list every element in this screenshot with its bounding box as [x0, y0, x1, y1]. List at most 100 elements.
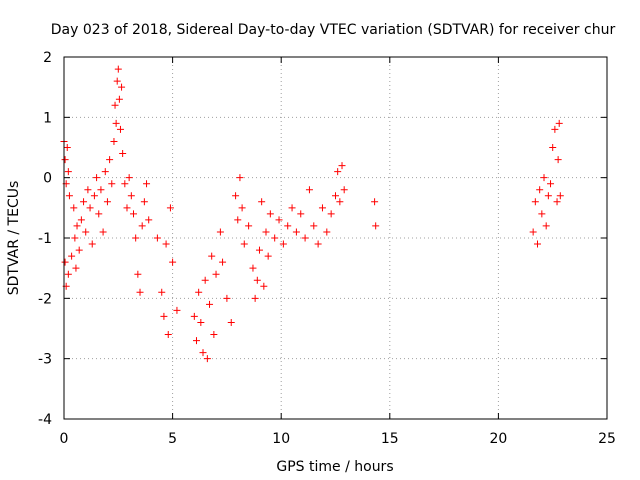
data-point: [110, 137, 118, 145]
data-point: [201, 276, 209, 284]
data-point: [203, 355, 211, 363]
data-point: [64, 168, 72, 176]
data-point: [61, 156, 69, 164]
data-point: [332, 192, 339, 200]
data-point: [63, 144, 71, 151]
data-point: [99, 228, 107, 236]
y-tick-label: -1: [38, 231, 52, 247]
data-point: [536, 186, 544, 194]
data-point: [127, 192, 135, 200]
data-point: [118, 83, 126, 91]
data-point: [318, 204, 326, 212]
data-point: [101, 168, 109, 176]
data-point: [544, 192, 552, 200]
data-point: [227, 318, 235, 326]
y-tick-label: -3: [38, 352, 52, 368]
data-point: [340, 186, 348, 194]
data-point: [121, 180, 129, 188]
data-point: [140, 198, 148, 206]
data-point: [262, 228, 270, 236]
data-point: [86, 204, 94, 212]
data-point: [82, 228, 90, 236]
data-point: [301, 234, 309, 242]
data-point: [258, 198, 266, 206]
data-point: [245, 222, 253, 230]
data-point: [123, 204, 131, 212]
y-tick-label: 2: [43, 50, 52, 66]
data-point: [192, 337, 200, 345]
grid-lines: [64, 57, 607, 419]
data-point: [310, 222, 318, 230]
x-tick-label: 20: [489, 431, 507, 447]
data-point: [160, 312, 168, 320]
data-point: [251, 294, 259, 302]
data-point: [323, 228, 331, 236]
data-point: [153, 234, 161, 242]
data-point: [275, 216, 283, 224]
data-point: [64, 270, 72, 278]
data-point: [531, 198, 539, 206]
data-point: [206, 300, 214, 308]
data-point: [549, 144, 557, 151]
data-point: [216, 228, 224, 236]
x-tick-label: 10: [272, 431, 290, 447]
x-axis-ticks: 0 5 10 15 20 25: [60, 57, 616, 447]
y-tick-label: 0: [43, 171, 52, 187]
data-point: [130, 210, 138, 218]
data-point: [75, 246, 83, 254]
data-point: [292, 228, 300, 236]
data-point: [249, 264, 257, 272]
data-point: [255, 246, 263, 254]
data-point: [164, 331, 172, 339]
data-point: [284, 222, 292, 230]
y-tick-label: -2: [38, 291, 52, 307]
data-point: [336, 198, 344, 206]
data-point: [108, 180, 116, 188]
data-point: [169, 258, 177, 266]
data-point: [195, 288, 203, 296]
data-point: [103, 198, 111, 206]
data-point: [533, 240, 541, 248]
data-point: [238, 204, 246, 212]
data-point: [134, 270, 142, 278]
data-point: [334, 168, 342, 176]
data-point: [236, 174, 244, 182]
y-tick-label: 1: [43, 110, 52, 126]
y-axis-label: SDTVAR / TECUs: [6, 181, 22, 296]
data-point: [190, 312, 198, 320]
data-point: [314, 240, 322, 248]
data-point: [158, 288, 166, 296]
data-point: [253, 276, 261, 284]
data-point: [80, 198, 88, 206]
data-point: [73, 222, 81, 230]
data-point: [327, 210, 335, 218]
x-tick-label: 5: [168, 431, 177, 447]
data-point: [305, 186, 313, 194]
data-point: [542, 222, 550, 230]
data-point: [288, 204, 296, 212]
data-point: [138, 222, 146, 230]
data-point: [166, 204, 174, 212]
data-point: [84, 186, 92, 194]
data-point: [554, 156, 562, 164]
data-point: [266, 210, 274, 218]
data-point: [125, 174, 133, 182]
data-point: [114, 65, 122, 73]
x-tick-label: 15: [381, 431, 399, 447]
data-point: [97, 186, 105, 194]
y-axis-ticks: -4 -3 -2 -1 0 1 2: [38, 50, 607, 428]
data-point: [232, 192, 240, 200]
data-point: [371, 198, 379, 206]
plot-frame: [63, 56, 608, 420]
y-tick-label: -4: [38, 412, 52, 428]
data-point: [162, 240, 170, 248]
data-point: [115, 95, 123, 103]
data-point: [234, 216, 242, 224]
data-point: [143, 180, 151, 188]
data-point: [112, 119, 120, 127]
data-point: [338, 162, 346, 170]
data-point: [210, 331, 218, 339]
data-point: [553, 198, 561, 206]
data-point: [212, 270, 220, 278]
